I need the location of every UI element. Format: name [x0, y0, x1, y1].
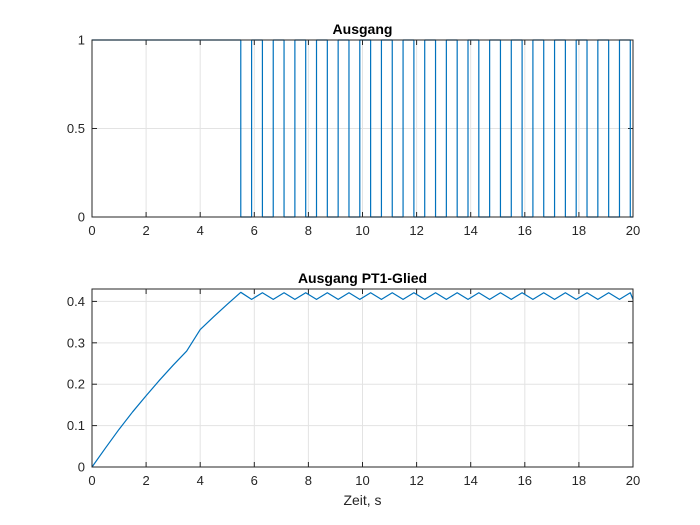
x-tick-label: 2 [142, 223, 149, 238]
x-tick-label: 6 [251, 473, 258, 488]
x-tick-label: 10 [355, 473, 369, 488]
x-tick-label: 14 [463, 223, 477, 238]
x-tick-label: 16 [518, 473, 532, 488]
x-tick-label: 4 [197, 473, 204, 488]
x-tick-label: 6 [251, 223, 258, 238]
x-tick-label: 12 [409, 223, 423, 238]
x-tick-label: 20 [626, 473, 640, 488]
chart-title: Ausgang PT1-Glied [298, 270, 427, 286]
x-tick-label: 0 [88, 473, 95, 488]
y-tick-label: 1 [78, 33, 85, 48]
x-tick-label: 18 [572, 473, 586, 488]
y-tick-label: 0.5 [67, 121, 85, 136]
chart-title: Ausgang [333, 21, 393, 37]
y-tick-label: 0.1 [67, 418, 85, 433]
y-tick-label: 0 [78, 210, 85, 225]
y-tick-label: 0.3 [67, 335, 85, 350]
x-tick-label: 18 [572, 223, 586, 238]
x-tick-label: 10 [355, 223, 369, 238]
axes-ausgang-pt1-glied: 0 2 4 6 8 10 12 14 16 18 20 0 0.1 0.2 0.3 0.4 Ausgang PT… [67, 270, 640, 508]
y-tick-label: 0.2 [67, 377, 85, 392]
x-tick-label: 4 [197, 223, 204, 238]
x-tick-label: 20 [626, 223, 640, 238]
axes-frame [91, 39, 634, 218]
x-axis-label: Zeit, s [343, 492, 381, 508]
x-tick-label: 8 [305, 223, 312, 238]
x-tick-label: 16 [518, 223, 532, 238]
axes-frame [91, 288, 634, 468]
x-tick-label: 0 [88, 223, 95, 238]
x-tick-label: 8 [305, 473, 312, 488]
y-tick-label: 0 [78, 460, 85, 475]
x-tick-label: 2 [142, 473, 149, 488]
series-line [91, 291, 634, 468]
x-tick-label: 14 [463, 473, 477, 488]
axes-ausgang: 0 2 4 6 8 10 12 14 16 18 20 0 0.5 1 Ausgang [67, 21, 640, 238]
y-tick-label: 0.4 [67, 294, 85, 309]
x-tick-label: 12 [409, 473, 423, 488]
